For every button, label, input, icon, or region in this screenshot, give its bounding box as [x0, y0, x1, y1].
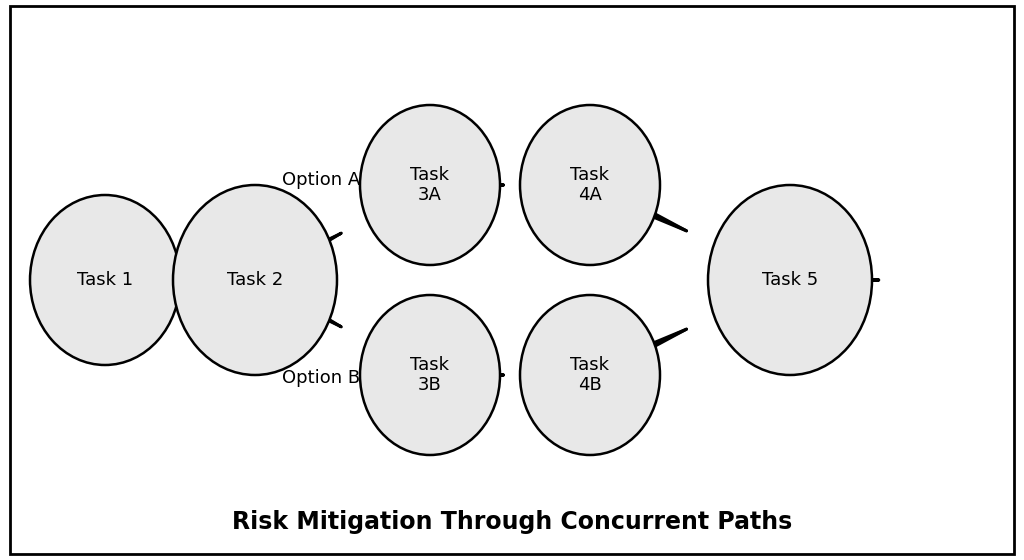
Text: Task 1: Task 1 — [77, 271, 133, 289]
Text: Option A: Option A — [282, 171, 360, 189]
Ellipse shape — [520, 105, 660, 265]
Ellipse shape — [520, 295, 660, 455]
Ellipse shape — [30, 195, 180, 365]
Text: Task
4A: Task 4A — [570, 166, 609, 204]
Text: Task
3A: Task 3A — [411, 166, 450, 204]
Ellipse shape — [173, 185, 337, 375]
Text: Task
3B: Task 3B — [411, 356, 450, 394]
Ellipse shape — [360, 295, 500, 455]
Text: Task 2: Task 2 — [227, 271, 283, 289]
Text: Risk Mitigation Through Concurrent Paths: Risk Mitigation Through Concurrent Paths — [231, 510, 793, 534]
Text: Option B: Option B — [282, 369, 360, 387]
Ellipse shape — [708, 185, 872, 375]
Ellipse shape — [360, 105, 500, 265]
Text: Task
4B: Task 4B — [570, 356, 609, 394]
Text: Task 5: Task 5 — [762, 271, 818, 289]
